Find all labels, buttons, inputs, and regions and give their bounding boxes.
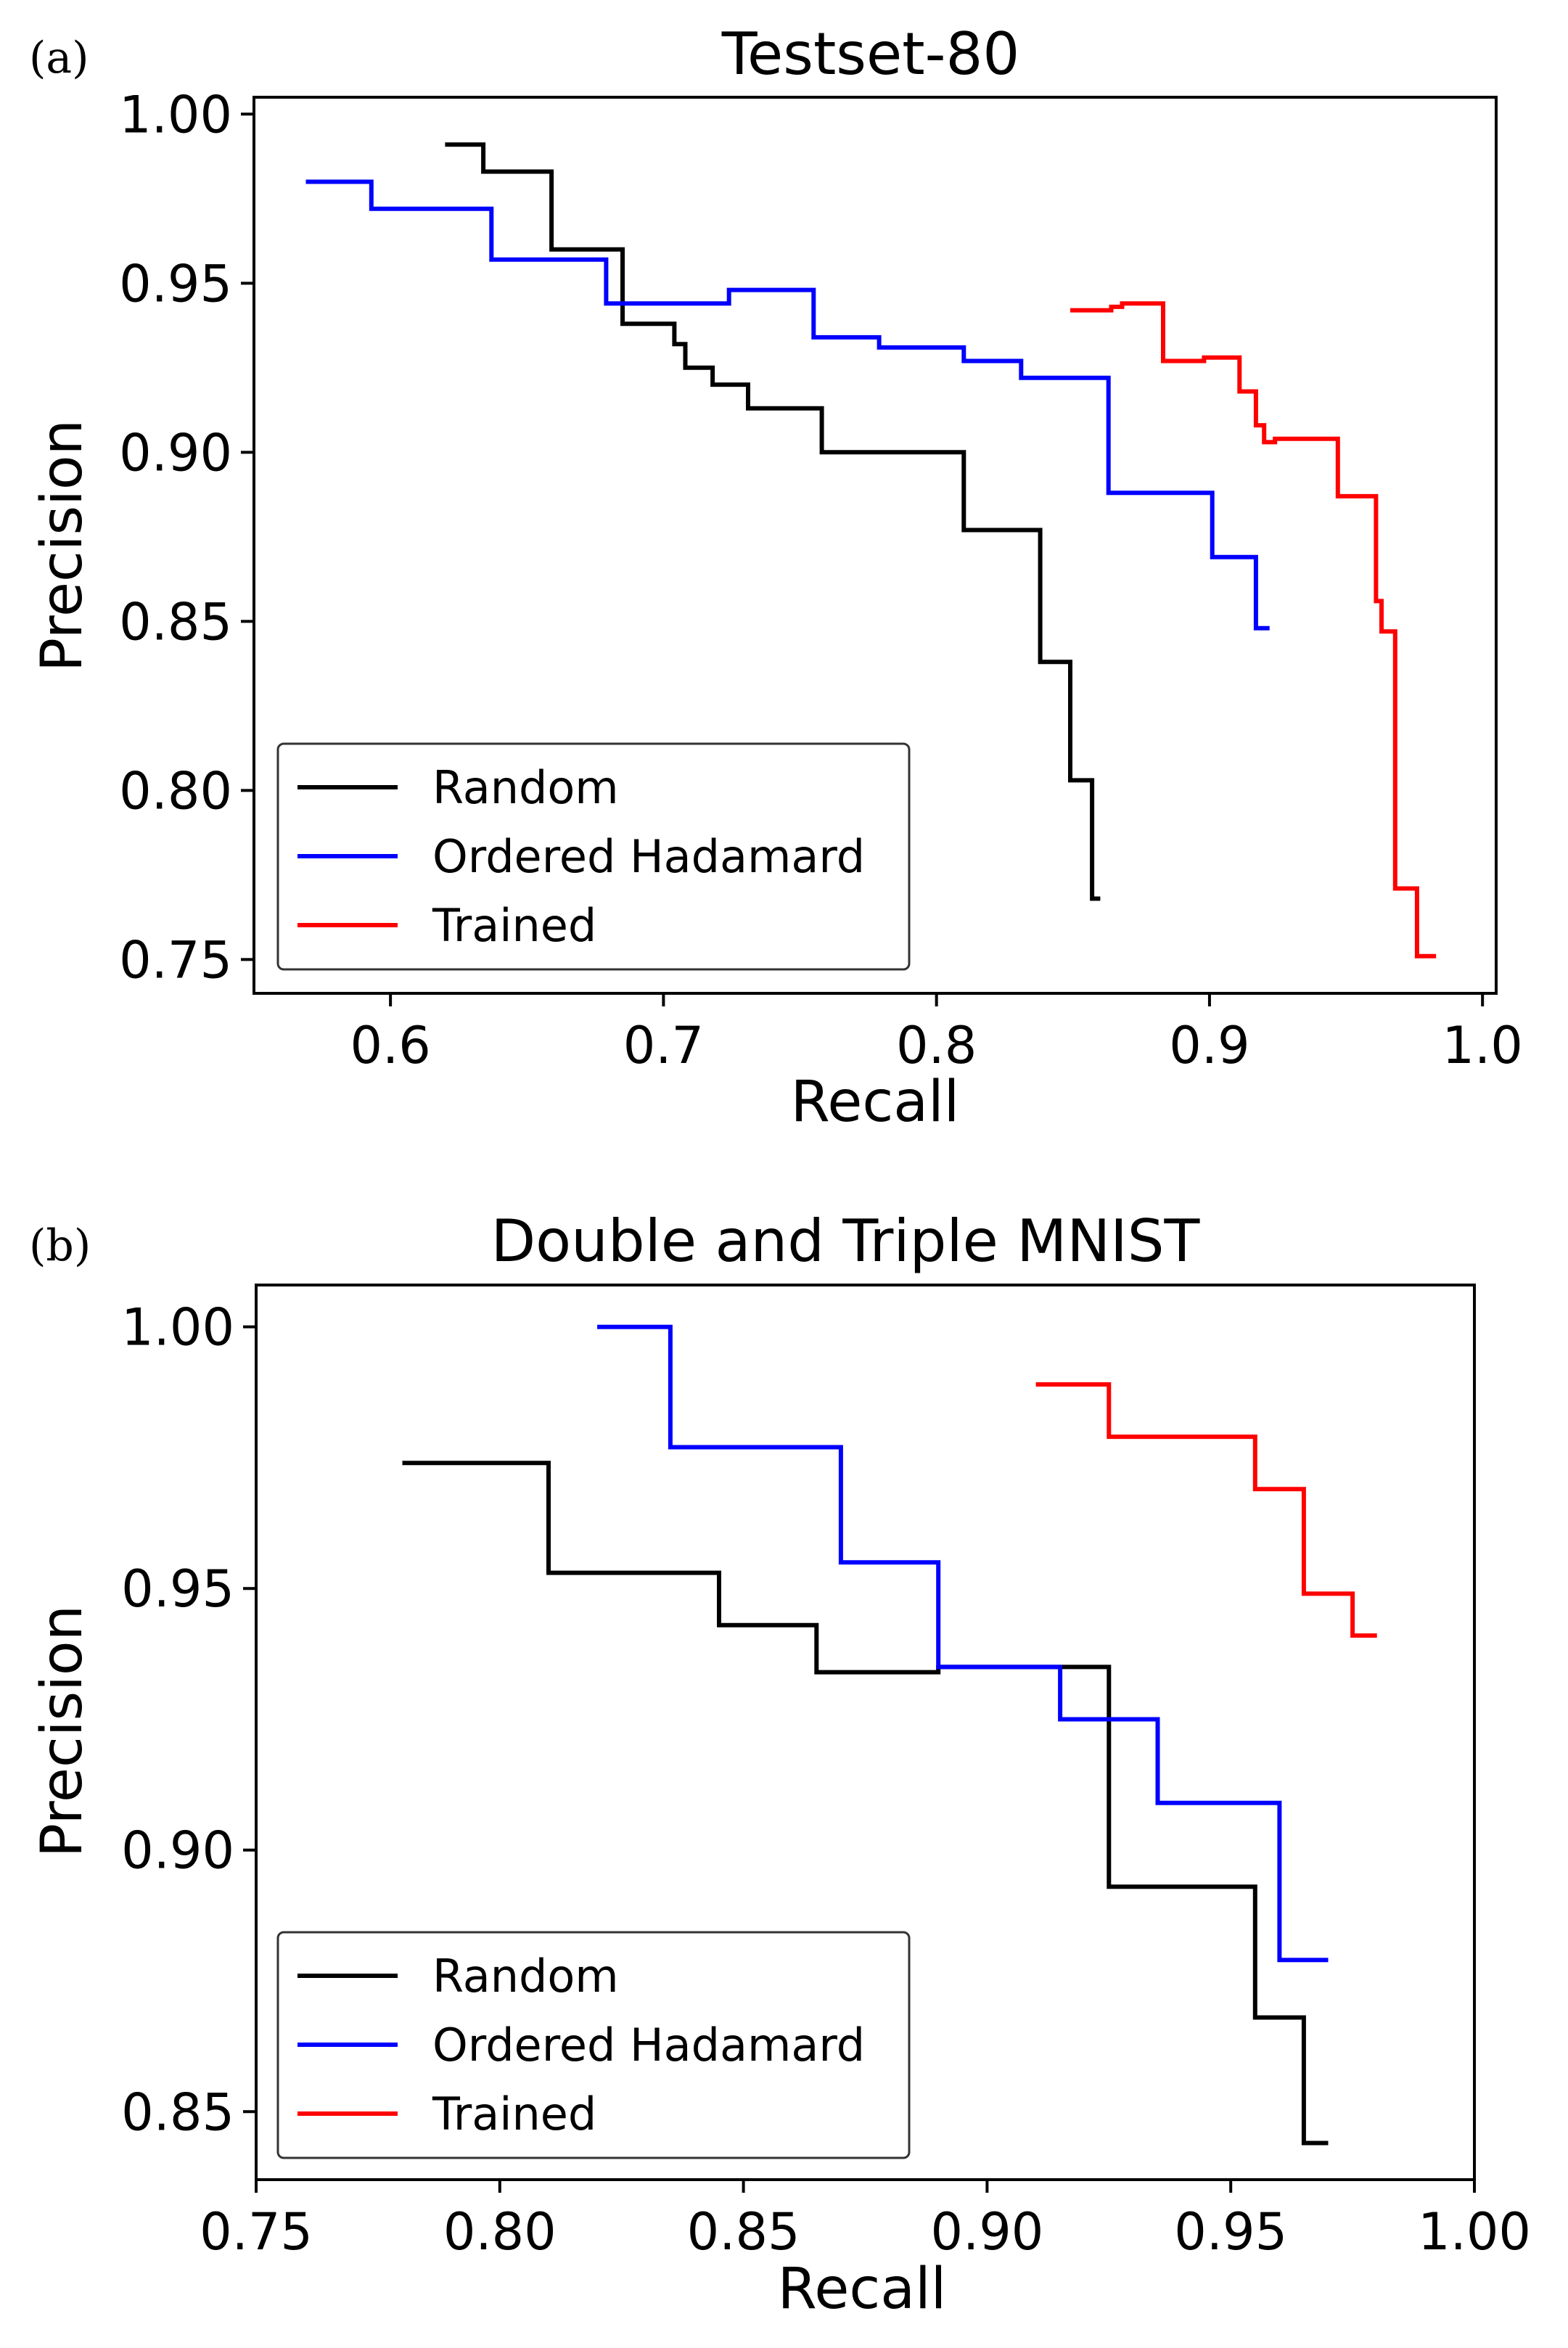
panel-a-x-tick-label: 0.7 (623, 1016, 704, 1075)
panel-b-series-layer (402, 1324, 1377, 2146)
panel-a-legend-label-ordered-hadamard: Ordered Hadamard (432, 830, 865, 883)
panel-a-series-ordered-hadamard (305, 179, 1270, 631)
panel-a-legend-label-trained: Trained (432, 899, 596, 952)
panel-b-title: Double and Triple MNIST (491, 1207, 1201, 1275)
panel-a-x-axis-label: Recall (791, 1070, 960, 1135)
panel-a-legend-box (276, 742, 911, 971)
panel-a-legend: Random Ordered Hadamard Trained (276, 742, 911, 971)
panel-b-x-tick-label: 0.80 (443, 2202, 557, 2262)
panel-b-label: (b) (29, 1220, 91, 1271)
panel-b: (b) Double and Triple MNIST 0.75 0.80 0.85… (29, 1207, 1531, 2322)
panel-a-y-tick-label: 1.00 (119, 85, 232, 144)
panel-b-x-tick-label: 0.75 (200, 2202, 313, 2262)
panel-b-x-tick-label: 0.95 (1174, 2202, 1287, 2262)
panel-a-title: Testset-80 (721, 20, 1019, 88)
panel-b-legend-label-random: Random (432, 1950, 619, 2003)
panel-a-y-axis-label: Precision (30, 419, 95, 672)
panel-b-legend-box (276, 1931, 911, 2159)
panel-b-plot-frame (255, 1284, 1476, 2181)
panel-a-y-tick-label: 0.95 (119, 254, 232, 313)
panel-b-legend: Random Ordered Hadamard Trained (276, 1931, 911, 2159)
panel-b-series-random (402, 1461, 1329, 2146)
panel-a-x-tick-label: 0.6 (350, 1016, 430, 1075)
panel-a-x-tick-label: 0.9 (1169, 1016, 1249, 1075)
panel-b-x-tick-label: 0.85 (687, 2202, 800, 2262)
panel-b-series-trained (1035, 1382, 1377, 1638)
panel-a-x-tick-label: 1.0 (1442, 1016, 1523, 1075)
panel-a-plot-frame (253, 96, 1498, 995)
panel-b-y-tick-label: 0.95 (121, 1559, 234, 1619)
panel-a-y-tick-label: 0.85 (119, 592, 232, 652)
panel-a: (a) Testset-80 0.6 0.7 0.8 0.9 1.00.750.800.… (29, 20, 1523, 1135)
panel-a-y-tick-label: 0.80 (119, 761, 232, 821)
panel-a-tick-layer: 0.6 0.7 0.8 0.9 1.0 0.75 0.80 0.85 0.90 0.95 1.00 (119, 85, 1523, 1075)
panel-b-legend-label-ordered-hadamard: Ordered Hadamard (432, 2019, 865, 2072)
panel-a-y-tick-label: 0.90 (119, 423, 232, 483)
panel-a-label: (a) (29, 33, 89, 83)
panel-a-series-random (445, 142, 1101, 901)
panel-b-y-tick-label: 0.90 (121, 1821, 234, 1881)
panel-b-legend-label-trained: Trained (432, 2088, 596, 2140)
panel-b-y-tick-label: 0.85 (121, 2082, 234, 2142)
panel-b-y-axis-label: Precision (30, 1605, 95, 1858)
panel-a-y-tick-label: 0.75 (119, 930, 232, 990)
panel-a-legend-label-random: Random (432, 761, 619, 814)
panel-a-series-layer (305, 142, 1437, 959)
panel-a-x-tick-label: 0.8 (896, 1016, 977, 1075)
panel-b-tick-layer: 0.75 0.80 0.85 0.90 0.95 1.00 0.85 0.90 0.95 1.00 (121, 1298, 1531, 2262)
panel-b-x-axis-label: Recall (778, 2257, 947, 2322)
panel-b-series-ordered-hadamard (597, 1324, 1329, 1963)
panel-b-y-tick-label: 1.00 (121, 1298, 234, 1358)
panel-b-x-tick-label: 0.90 (930, 2202, 1043, 2262)
panel-a-series-trained (1070, 301, 1437, 959)
panel-b-x-tick-label: 1.00 (1418, 2202, 1531, 2262)
